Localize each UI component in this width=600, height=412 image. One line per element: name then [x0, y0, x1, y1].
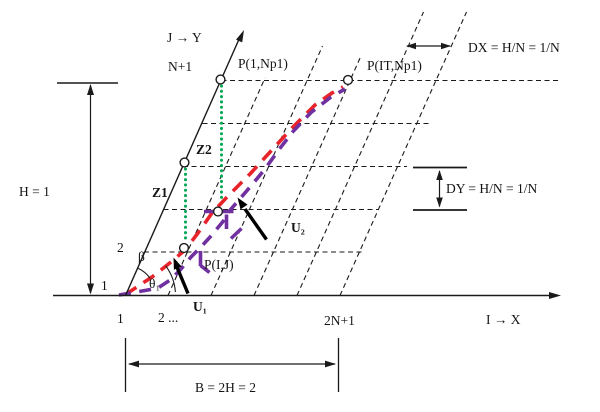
- streamline-label-z1: Z1: [152, 185, 168, 200]
- point-label-p1np1: P(1,Np1): [238, 56, 288, 71]
- point-label-pij: P(I,J): [204, 257, 234, 272]
- h-dimension-label: H = 1: [19, 184, 50, 199]
- purple-step-mark: [199, 264, 211, 274]
- grid-column-line: [167, 77, 266, 296]
- grid-column-line: [210, 45, 324, 296]
- y-axis-arrowhead: [236, 30, 244, 43]
- u2-arrowhead: [237, 197, 248, 210]
- velocity-label-u2: U₂: [291, 220, 305, 235]
- dimension-b: [124, 338, 340, 392]
- b-arrowhead-right: [325, 360, 336, 368]
- grid-nodes: [178, 74, 354, 254]
- dy-arrowhead-down: [436, 197, 443, 208]
- y-axis-label: J → Y: [167, 30, 202, 45]
- dx-arrowhead-right: [441, 42, 451, 50]
- node-pitnp1: [342, 74, 354, 86]
- u1-arrowhead: [173, 257, 182, 270]
- grid-column-line: [253, 56, 362, 296]
- dx-dimension-label: DX = H/N = 1/N: [468, 40, 560, 55]
- streamline-label-z2: Z2: [196, 142, 212, 157]
- node-p1np1: [215, 74, 226, 85]
- col-2-tick-label: 2 ...: [158, 310, 178, 325]
- beta-angle-label: β: [138, 249, 145, 264]
- u1-arrow-shaft: [174, 265, 190, 295]
- col-last-tick-label: 2N+1: [324, 313, 355, 328]
- grid-column-line: [296, 11, 425, 296]
- dimension-h: [57, 82, 118, 295]
- h-arrowhead-down: [87, 283, 94, 295]
- theta-angle-arc: [165, 265, 176, 293]
- node-step: [212, 206, 224, 217]
- node-pij: [178, 242, 190, 254]
- u2-arrow-shaft: [243, 208, 268, 241]
- dx-arrowhead-left: [406, 42, 416, 50]
- streamline-purple: [118, 87, 346, 297]
- grid-columns: [167, 11, 468, 296]
- beta-angle-arc: [137, 267, 151, 279]
- velocity-arrow-u1: [173, 257, 190, 295]
- dy-arrowhead-up: [436, 170, 443, 180]
- streamline-red: [124, 85, 344, 297]
- row-1-label: 1: [101, 278, 108, 293]
- dimension-dy: [413, 166, 467, 211]
- purple-step-mark: [229, 227, 243, 240]
- grid-rows: [144, 79, 560, 253]
- h-arrowhead-up: [87, 84, 94, 95]
- row-top-label: N+1: [168, 59, 192, 74]
- dimension-dx: [406, 42, 451, 50]
- x-axis-arrowhead: [549, 292, 561, 299]
- col-1-tick-label: 1: [117, 311, 124, 326]
- row-2-label: 2: [117, 240, 124, 255]
- grid-column-line: [339, 11, 468, 296]
- b-arrowhead-left: [128, 360, 139, 368]
- green-projection-lines: [184, 84, 223, 244]
- streamline-purple-group: [118, 87, 346, 297]
- theta-angle-label: θ₁: [149, 276, 160, 291]
- velocity-arrow-u2: [237, 197, 268, 241]
- velocity-label-u1: U₁: [193, 299, 207, 314]
- x-axis-label: I → X: [486, 312, 521, 327]
- dy-dimension-label: DY = H/N = 1/N: [446, 181, 537, 196]
- b-dimension-label: B = 2H = 2: [195, 380, 256, 395]
- point-label-pitnp1: P(IT,Np1): [367, 58, 422, 73]
- node-z2: [179, 157, 190, 168]
- x-axis: [53, 292, 561, 299]
